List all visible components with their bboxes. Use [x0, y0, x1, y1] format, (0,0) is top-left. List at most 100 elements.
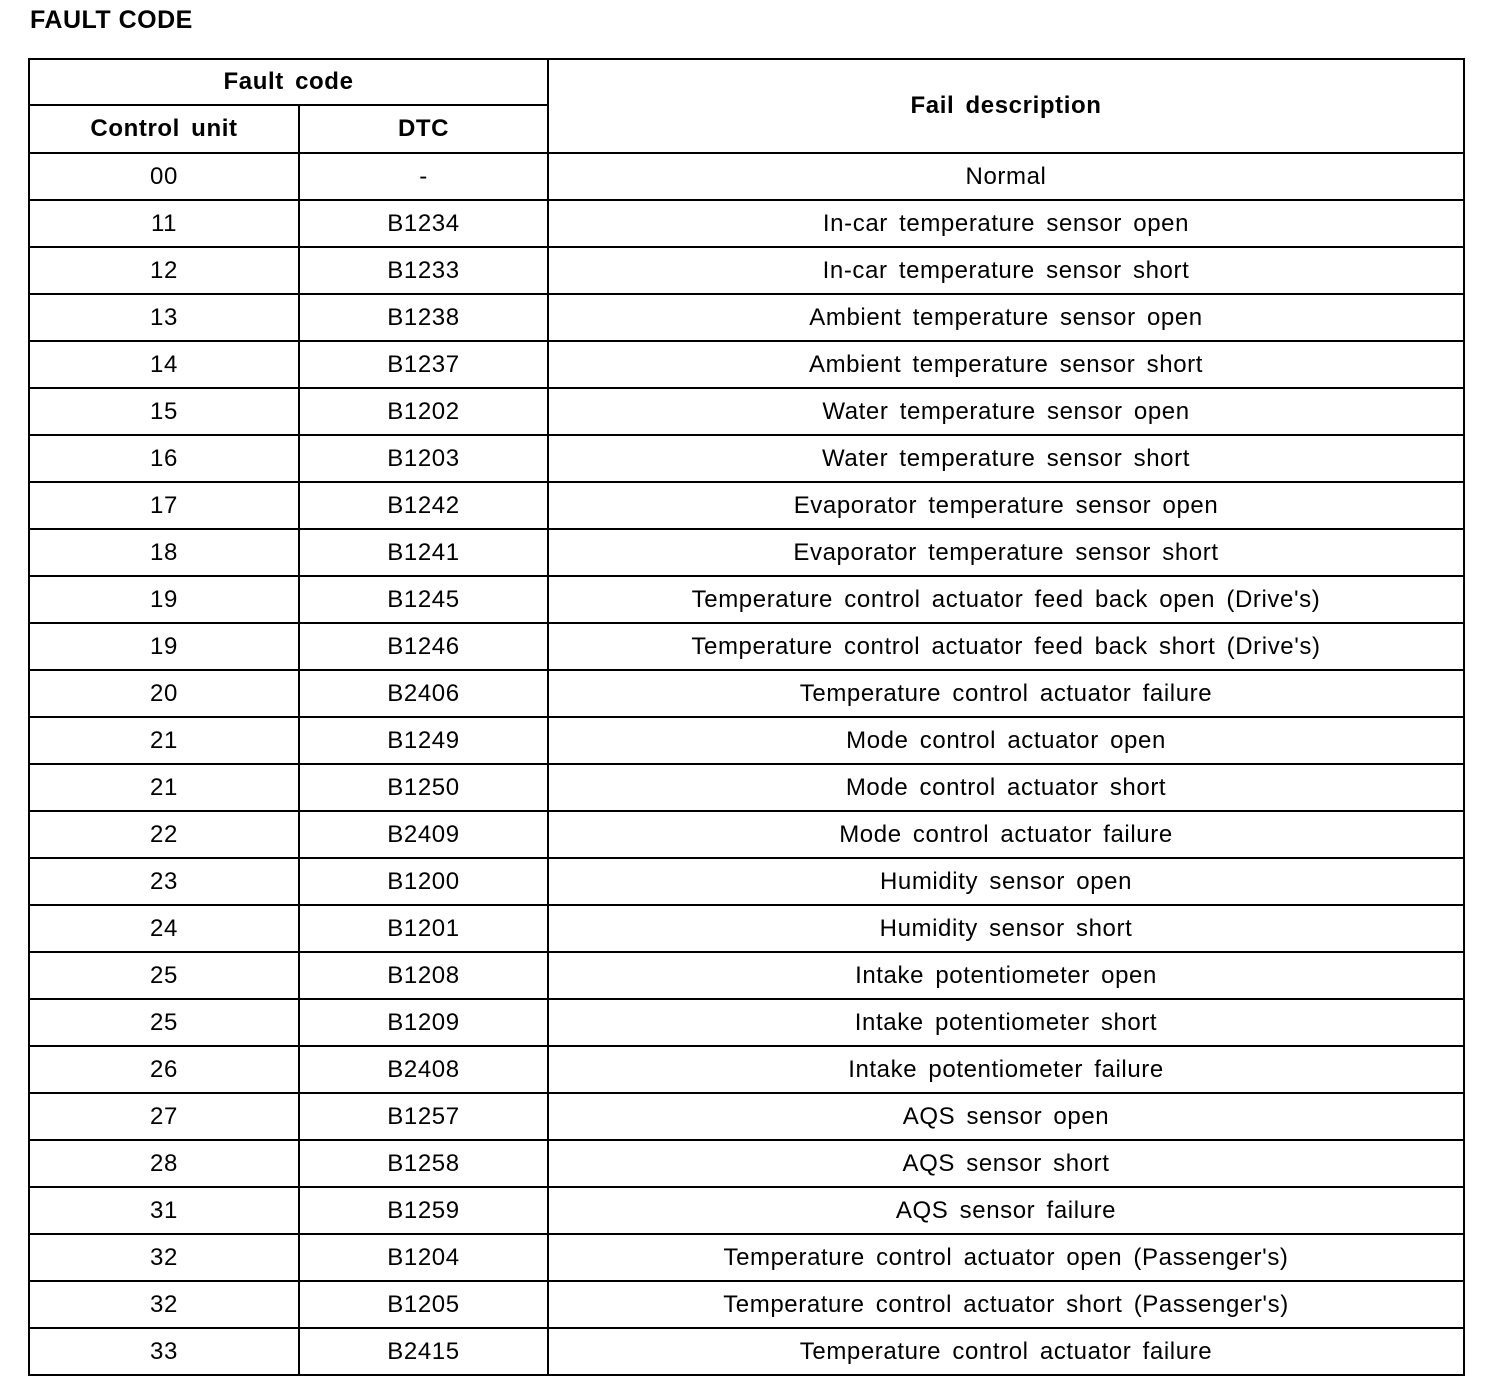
control-unit-cell: 26 — [28, 1045, 300, 1094]
description-cell: Temperature control actuator feed back o… — [547, 575, 1465, 624]
dtc-cell: B1233 — [297, 246, 550, 295]
control-unit-cell: 12 — [28, 246, 300, 295]
table-row: 16 B1203 Water temperature sensor short — [28, 434, 1465, 483]
description-cell: Water temperature sensor open — [547, 387, 1465, 436]
control-unit-cell: 17 — [28, 481, 300, 530]
description-cell: AQS sensor failure — [547, 1186, 1465, 1235]
table-row: 26 B2408 Intake potentiometer failure — [28, 1045, 1465, 1094]
table-row: 32 B1204 Temperature control actuator open… — [28, 1233, 1465, 1282]
header-control-unit: Control unit — [28, 104, 300, 154]
table-row: 33 B2415 Temperature control actuator fail… — [28, 1327, 1465, 1376]
table-row: 19 B1246 Temperature control actuator feed… — [28, 622, 1465, 671]
dtc-cell: B2415 — [297, 1327, 550, 1376]
description-cell: Water temperature sensor short — [547, 434, 1465, 483]
description-cell: Mode control actuator failure — [547, 810, 1465, 859]
description-cell: AQS sensor open — [547, 1092, 1465, 1141]
table-row: 14 B1237 Ambient temperature sensor short — [28, 340, 1465, 389]
dtc-cell: B1201 — [297, 904, 550, 953]
dtc-cell: B1205 — [297, 1280, 550, 1329]
control-unit-cell: 21 — [28, 716, 300, 765]
control-unit-cell: 32 — [28, 1280, 300, 1329]
control-unit-cell: 13 — [28, 293, 300, 342]
table-row: 28 B1258 AQS sensor short — [28, 1139, 1465, 1188]
table-row: 22 B2409 Mode control actuator failure — [28, 810, 1465, 859]
dtc-cell: - — [297, 152, 550, 201]
table-row: 31 B1259 AQS sensor failure — [28, 1186, 1465, 1235]
control-unit-cell: 19 — [28, 575, 300, 624]
description-cell: Intake potentiometer open — [547, 951, 1465, 1000]
description-cell: Humidity sensor short — [547, 904, 1465, 953]
control-unit-cell: 14 — [28, 340, 300, 389]
description-cell: Temperature control actuator open (Passe… — [547, 1233, 1465, 1282]
description-cell: Mode control actuator short — [547, 763, 1465, 812]
table-row: 21 B1250 Mode control actuator short — [28, 763, 1465, 812]
table-row: 15 B1202 Water temperature sensor open — [28, 387, 1465, 436]
table-row: 17 B1242 Evaporator temperature sensor ope… — [28, 481, 1465, 530]
description-cell: In-car temperature sensor open — [547, 199, 1465, 248]
description-cell: Temperature control actuator failure — [547, 669, 1465, 718]
description-cell: Ambient temperature sensor open — [547, 293, 1465, 342]
control-unit-cell: 25 — [28, 951, 300, 1000]
description-cell: Ambient temperature sensor short — [547, 340, 1465, 389]
control-unit-cell: 11 — [28, 199, 300, 248]
dtc-cell: B1203 — [297, 434, 550, 483]
dtc-cell: B1237 — [297, 340, 550, 389]
description-cell: Evaporator temperature sensor short — [547, 528, 1465, 577]
dtc-cell: B1250 — [297, 763, 550, 812]
description-cell: In-car temperature sensor short — [547, 246, 1465, 295]
dtc-cell: B1241 — [297, 528, 550, 577]
control-unit-cell: 24 — [28, 904, 300, 953]
control-unit-cell: 25 — [28, 998, 300, 1047]
dtc-cell: B1257 — [297, 1092, 550, 1141]
description-cell: Humidity sensor open — [547, 857, 1465, 906]
description-cell: Intake potentiometer short — [547, 998, 1465, 1047]
description-cell: Temperature control actuator short (Pass… — [547, 1280, 1465, 1329]
table-row: 00- Normal — [28, 152, 1465, 201]
control-unit-cell: 20 — [28, 669, 300, 718]
table-row: 23 B1200 Humidity sensor open — [28, 857, 1465, 906]
description-cell: Temperature control actuator failure — [547, 1327, 1465, 1376]
control-unit-cell: 16 — [28, 434, 300, 483]
dtc-cell: B1249 — [297, 716, 550, 765]
control-unit-cell: 21 — [28, 763, 300, 812]
control-unit-cell: 19 — [28, 622, 300, 671]
description-cell: Intake potentiometer failure — [547, 1045, 1465, 1094]
dtc-cell: B1245 — [297, 575, 550, 624]
dtc-cell: B1200 — [297, 857, 550, 906]
description-cell: Evaporator temperature sensor open — [547, 481, 1465, 530]
dtc-cell: B1258 — [297, 1139, 550, 1188]
table-row: 20 B2406 Temperature control actuator fail… — [28, 669, 1465, 718]
control-unit-cell: 15 — [28, 387, 300, 436]
table-row: 12 B1233 In-car temperature sensor short — [28, 246, 1465, 295]
dtc-cell: B1242 — [297, 481, 550, 530]
description-cell: Normal — [547, 152, 1465, 201]
table-row: 19 B1245 Temperature control actuator feed… — [28, 575, 1465, 624]
control-unit-cell: 00 — [28, 152, 300, 201]
table-row: 24 B1201 Humidity sensor short — [28, 904, 1465, 953]
control-unit-cell: 23 — [28, 857, 300, 906]
page-title: FAULT CODE — [30, 6, 193, 34]
dtc-cell: B1238 — [297, 293, 550, 342]
dtc-cell: B1208 — [297, 951, 550, 1000]
description-cell: AQS sensor short — [547, 1139, 1465, 1188]
table-row: 27 B1257 AQS sensor open — [28, 1092, 1465, 1141]
control-unit-cell: 32 — [28, 1233, 300, 1282]
control-unit-cell: 18 — [28, 528, 300, 577]
table-row: 18 B1241 Evaporator temperature sensor sho… — [28, 528, 1465, 577]
dtc-cell: B1209 — [297, 998, 550, 1047]
control-unit-cell: 33 — [28, 1327, 300, 1376]
dtc-cell: B2409 — [297, 810, 550, 859]
header-fault-code: Fault code — [27, 58, 550, 106]
table-row: 21 B1249 Mode control actuator open — [28, 716, 1465, 765]
table-row: 25 B1209 Intake potentiometer short — [28, 998, 1465, 1047]
description-cell: Temperature control actuator feed back s… — [547, 622, 1465, 671]
description-cell: Mode control actuator open — [547, 716, 1465, 765]
table-row: 13 B1238 Ambient temperature sensor open — [28, 293, 1465, 342]
dtc-cell: B1246 — [297, 622, 550, 671]
table-row: 32 B1205 Temperature control actuator shor… — [28, 1280, 1465, 1329]
dtc-cell: B1202 — [297, 387, 550, 436]
control-unit-cell: 27 — [28, 1092, 300, 1141]
dtc-cell: B1204 — [297, 1233, 550, 1282]
header-fail-description: Fail description — [547, 58, 1465, 154]
control-unit-cell: 31 — [28, 1186, 300, 1235]
